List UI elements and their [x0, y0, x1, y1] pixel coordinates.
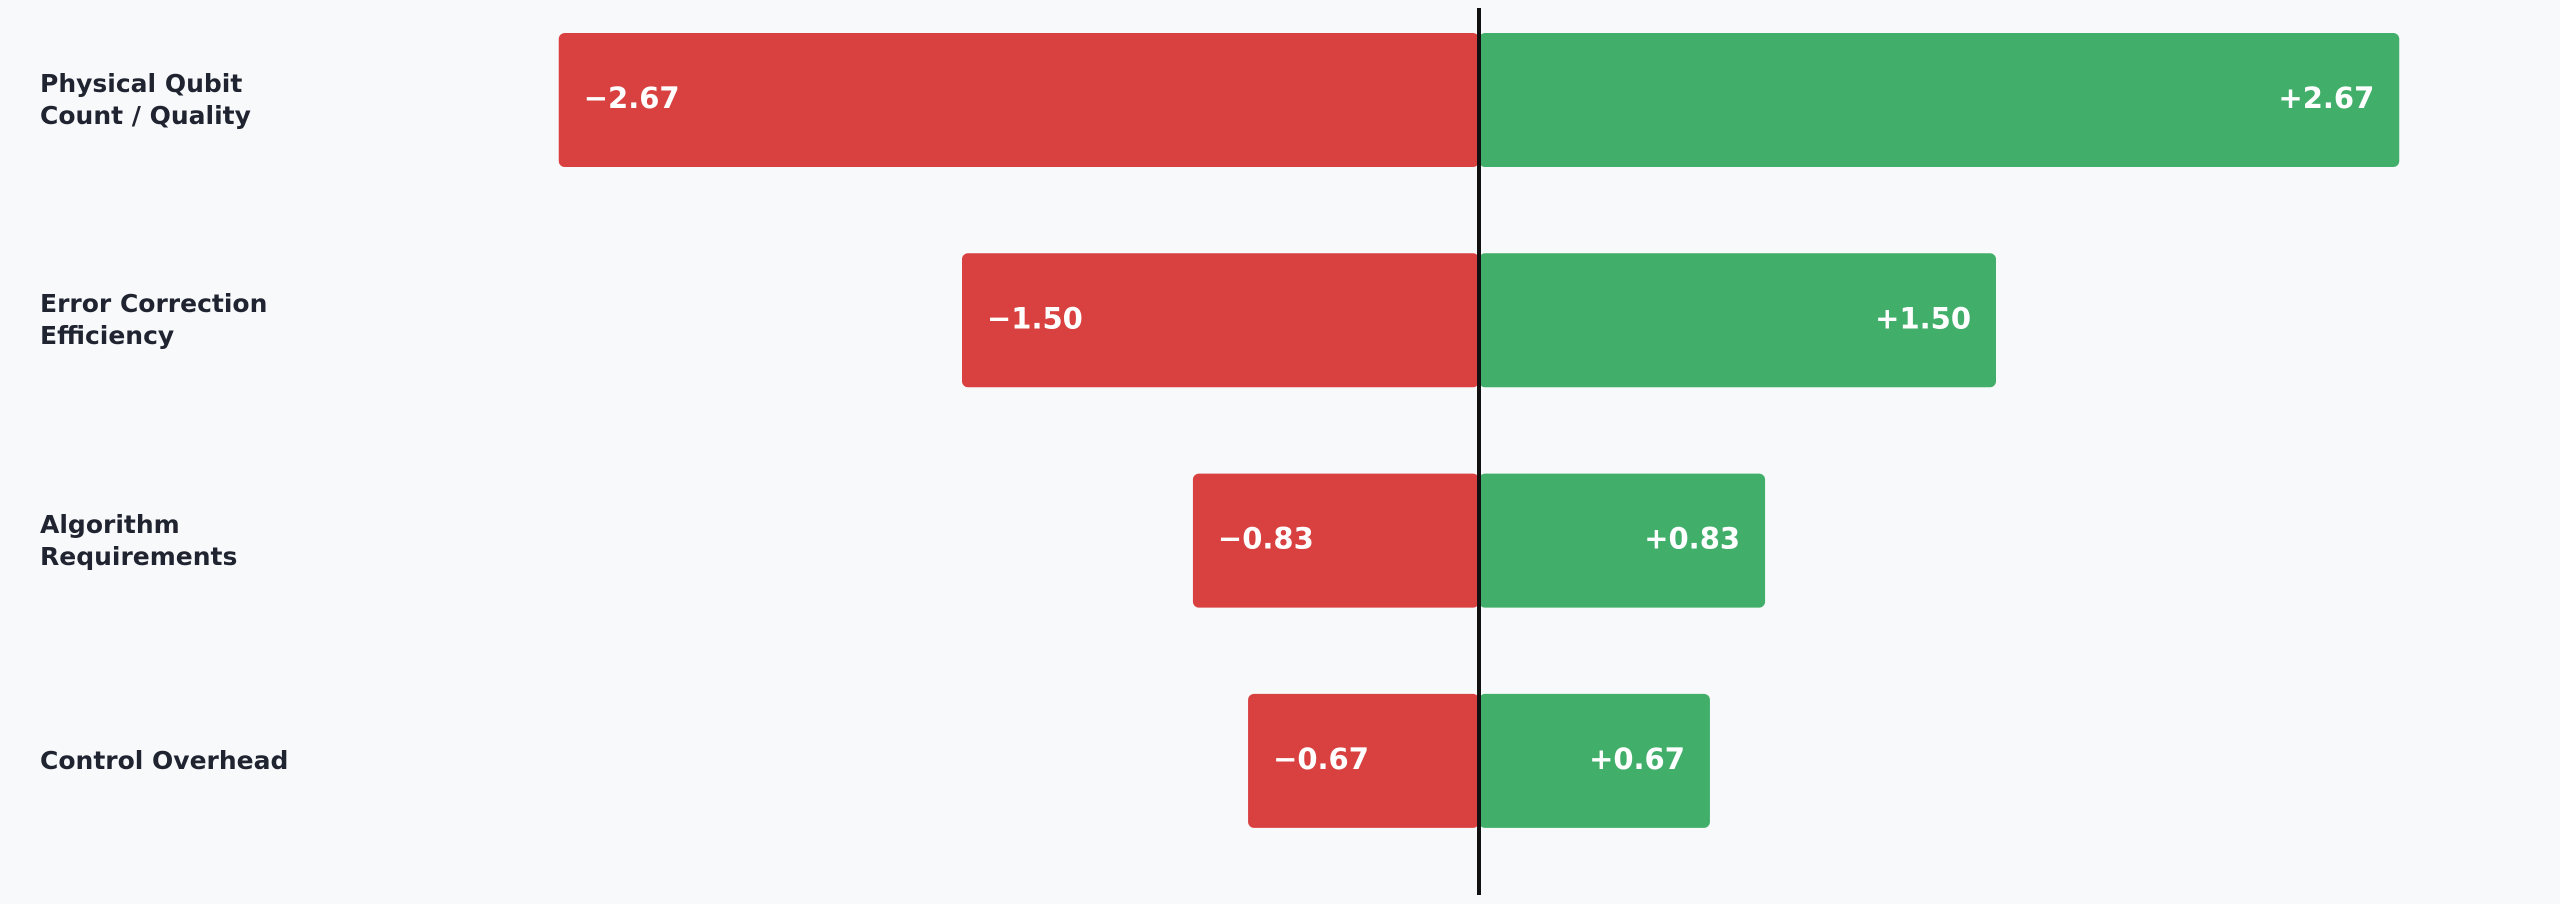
- value-label: −0.67: [1273, 742, 1369, 776]
- bar: [1479, 473, 1766, 608]
- bar: [1192, 473, 1479, 608]
- bar: [1479, 33, 2400, 167]
- category-label: Algorithm Requirements: [40, 509, 238, 571]
- bar: [1248, 693, 1479, 828]
- category-label: Control Overhead: [40, 745, 289, 775]
- bar: [1479, 693, 1710, 828]
- value-label: +2.67: [2278, 81, 2374, 115]
- category-label: Error Correction Efficiency: [40, 289, 268, 351]
- category-label: Physical Qubit Count / Quality: [40, 69, 251, 130]
- bar: [558, 33, 1479, 167]
- value-label: +0.83: [1644, 522, 1740, 556]
- value-label: +1.50: [1875, 301, 1971, 335]
- value-label: −0.83: [1218, 522, 1314, 556]
- bar: [962, 253, 1479, 388]
- value-label: +0.67: [1589, 742, 1685, 776]
- value-label: −2.67: [584, 81, 680, 115]
- bar: [1479, 253, 1996, 388]
- value-label: −1.50: [987, 301, 1083, 335]
